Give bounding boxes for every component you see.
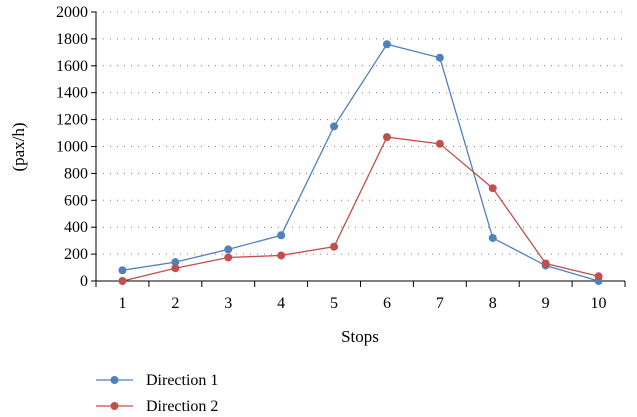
data-point: [488, 233, 497, 242]
data-point: [277, 231, 286, 240]
legend-label: Direction 1: [146, 372, 218, 389]
series-line: [122, 43, 599, 282]
x-tick-label: 3: [224, 295, 232, 312]
x-tick-label: 9: [542, 295, 550, 312]
data-point: [171, 264, 180, 273]
y-tick-label: 200: [64, 246, 88, 263]
data-point: [118, 277, 127, 285]
data-point: [171, 258, 180, 267]
data-point: [224, 253, 233, 262]
series-2: [118, 133, 603, 285]
legend-label: Direction 2: [146, 398, 218, 415]
y-tick-label: 1800: [56, 31, 88, 48]
x-tick-label: 6: [383, 295, 391, 312]
x-tick-label: 5: [330, 295, 338, 312]
x-tick-label: 8: [489, 295, 497, 312]
legend-marker: [110, 402, 119, 410]
legend: Direction 1 Direction 2: [96, 372, 218, 415]
axes: [91, 11, 626, 287]
data-point: [224, 245, 233, 254]
legend-item: Direction 2: [96, 398, 218, 415]
data-point: [330, 242, 339, 251]
series-line: [122, 136, 599, 282]
series-1: [118, 40, 603, 285]
x-tick-label: 4: [277, 295, 285, 312]
x-tick-label: 10: [591, 295, 607, 312]
y-tick-label: 800: [64, 165, 88, 182]
y-tick-label: 1200: [56, 112, 88, 129]
y-axis-title: (pax/h): [9, 122, 28, 171]
series-group: [118, 40, 603, 285]
data-point: [594, 272, 603, 281]
data-point: [277, 251, 286, 260]
data-point: [541, 259, 550, 268]
x-tick-label: 7: [436, 295, 444, 312]
y-tick-label: 600: [64, 192, 88, 209]
data-point: [435, 139, 444, 148]
y-tick-label: 0: [80, 273, 88, 290]
gridlines: [96, 11, 625, 255]
data-point: [435, 53, 444, 62]
legend-marker: [110, 376, 119, 384]
data-point: [382, 40, 391, 49]
data-point: [488, 184, 497, 193]
x-tick-label: 2: [171, 295, 179, 312]
y-tick-labels: 0 200 400 600 800 1000 1200 1400 1600 1800 2000: [56, 4, 88, 290]
x-tick-labels: 1 2 3 4 5 6 7 8 9 10: [118, 295, 606, 312]
data-point: [118, 266, 127, 275]
x-tick-label: 1: [118, 295, 126, 312]
data-point: [330, 122, 339, 131]
y-tick-label: 2000: [56, 4, 88, 21]
y-tick-label: 400: [64, 219, 88, 236]
y-tick-label: 1000: [56, 139, 88, 156]
y-tick-label: 1600: [56, 58, 88, 75]
x-axis-title: Stops: [341, 327, 379, 346]
data-point: [382, 133, 391, 142]
legend-item: Direction 1: [96, 372, 218, 389]
y-tick-label: 1400: [56, 85, 88, 102]
